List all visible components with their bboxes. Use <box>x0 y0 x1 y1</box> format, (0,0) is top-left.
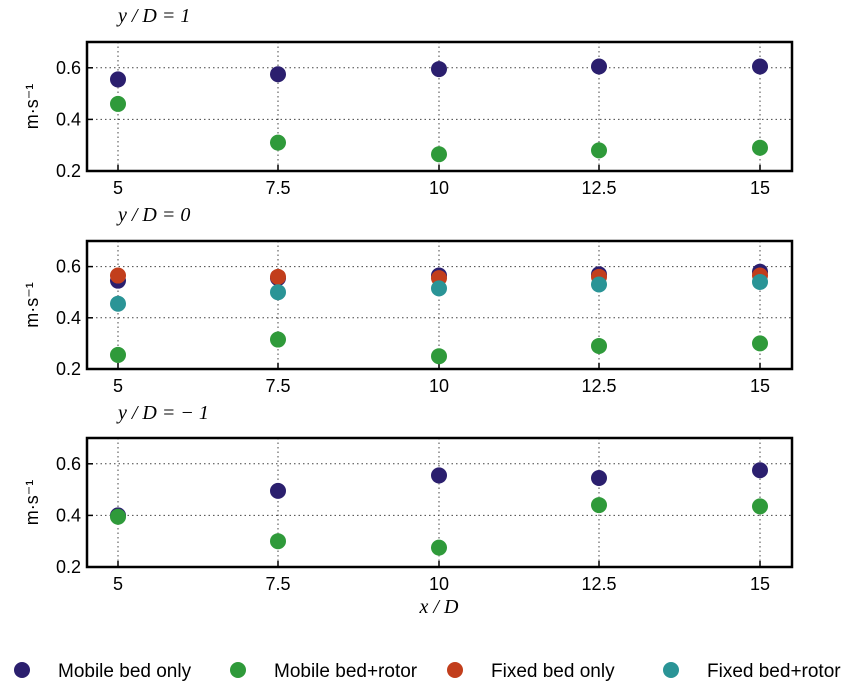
x-tick-label: 10 <box>429 376 449 396</box>
data-point-mobile-bed-only <box>431 467 447 484</box>
x-tick-label: 7.5 <box>265 574 290 594</box>
x-axis-label: x / D <box>419 596 459 618</box>
data-point-mobile-bed-rotor <box>270 134 286 151</box>
data-point-mobile-bed-rotor <box>752 498 768 515</box>
y-tick-label: 0.6 <box>56 58 81 78</box>
data-point-mobile-bed-rotor <box>270 533 286 550</box>
y-tick-label: 0.6 <box>56 257 81 277</box>
x-tick-label: 12.5 <box>581 376 616 396</box>
legend-label: Fixed bed only <box>491 661 615 682</box>
x-tick-label: 15 <box>750 376 770 396</box>
data-point-mobile-bed-only <box>752 58 768 75</box>
data-point-mobile-bed-rotor <box>591 142 607 159</box>
data-point-mobile-bed-only <box>752 462 768 479</box>
data-point-mobile-bed-rotor <box>752 139 768 156</box>
data-point-mobile-bed-rotor <box>270 331 286 348</box>
data-point-mobile-bed-only <box>270 482 286 499</box>
data-point-mobile-bed-rotor <box>431 146 447 163</box>
x-tick-label: 10 <box>429 178 449 198</box>
y-tick-label: 0.2 <box>56 161 81 181</box>
legend-label: Fixed bed+rotor <box>707 661 841 682</box>
data-point-mobile-bed-only <box>591 58 607 75</box>
data-point-mobile-bed-rotor <box>431 539 447 556</box>
data-point-fixed-bed-only <box>270 268 286 285</box>
y-axis-label: m·s⁻¹ <box>22 480 42 525</box>
x-tick-label: 10 <box>429 574 449 594</box>
y-axis-label: m·s⁻¹ <box>22 282 42 327</box>
data-point-fixed-bed-rotor <box>431 280 447 297</box>
data-point-mobile-bed-only <box>270 66 286 83</box>
x-tick-label: 15 <box>750 178 770 198</box>
data-point-mobile-bed-rotor <box>591 337 607 354</box>
x-tick-label: 5 <box>113 574 123 594</box>
panel-title: y / D = 1 <box>116 5 190 27</box>
x-tick-label: 12.5 <box>581 574 616 594</box>
panel-title: y / D = − 1 <box>116 402 209 424</box>
legend-marker <box>663 662 679 678</box>
data-point-mobile-bed-rotor <box>110 346 126 363</box>
y-tick-label: 0.2 <box>56 557 81 577</box>
x-tick-label: 12.5 <box>581 178 616 198</box>
legend-marker <box>14 662 30 678</box>
data-point-mobile-bed-rotor <box>110 508 126 525</box>
data-point-fixed-bed-rotor <box>752 273 768 290</box>
data-point-fixed-bed-rotor <box>110 295 126 312</box>
data-point-mobile-bed-rotor <box>110 95 126 112</box>
x-tick-label: 7.5 <box>265 376 290 396</box>
data-point-fixed-bed-rotor <box>270 284 286 301</box>
y-tick-label: 0.4 <box>56 109 81 129</box>
data-point-mobile-bed-rotor <box>431 348 447 365</box>
legend-marker <box>447 662 463 678</box>
legend-label: Mobile bed+rotor <box>274 661 418 682</box>
x-tick-label: 5 <box>113 178 123 198</box>
data-point-mobile-bed-only <box>591 469 607 486</box>
data-point-mobile-bed-only <box>110 71 126 88</box>
x-tick-label: 5 <box>113 376 123 396</box>
data-point-mobile-bed-rotor <box>752 335 768 352</box>
panel-title: y / D = 0 <box>116 204 190 226</box>
y-tick-label: 0.6 <box>56 454 81 474</box>
y-tick-label: 0.4 <box>56 505 81 525</box>
legend-marker <box>230 662 246 678</box>
data-point-mobile-bed-rotor <box>591 497 607 514</box>
legend-label: Mobile bed only <box>58 661 192 682</box>
y-axis-label: m·s⁻¹ <box>22 84 42 129</box>
x-tick-label: 15 <box>750 574 770 594</box>
y-tick-label: 0.2 <box>56 359 81 379</box>
y-tick-label: 0.4 <box>56 308 81 328</box>
data-point-mobile-bed-only <box>431 61 447 78</box>
data-point-fixed-bed-only <box>110 267 126 284</box>
data-point-fixed-bed-rotor <box>591 276 607 293</box>
x-tick-label: 7.5 <box>265 178 290 198</box>
